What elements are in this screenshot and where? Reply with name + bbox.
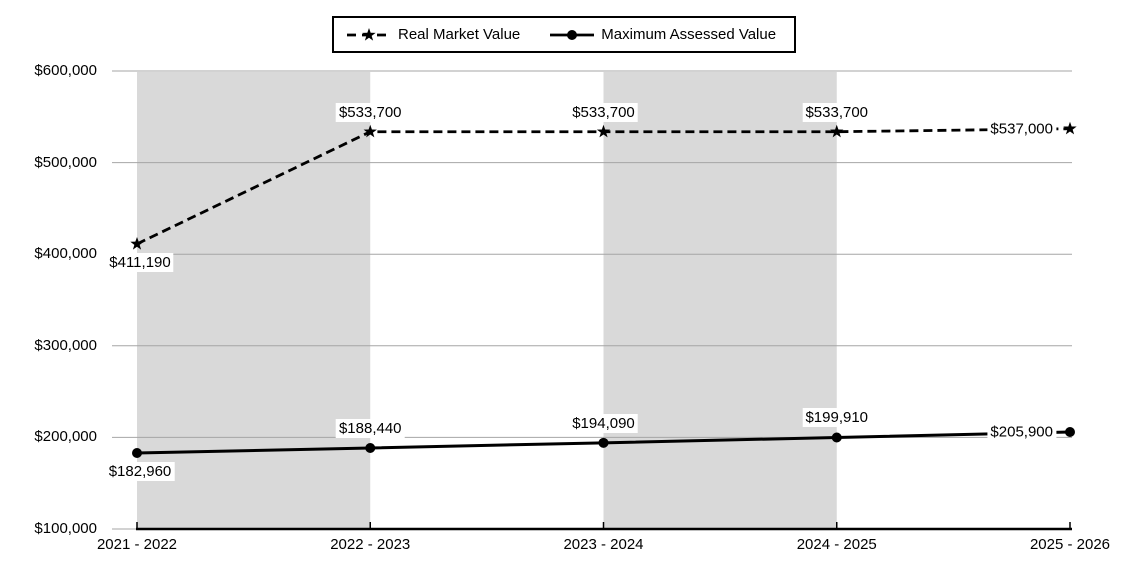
plot-band: [603, 72, 837, 529]
legend-item-maximum-assessed-value: Maximum Assessed Value: [550, 26, 776, 43]
circle-marker: [1065, 426, 1075, 437]
circle-marker: [598, 437, 609, 448]
star-marker: [363, 124, 377, 138]
star-marker: [596, 124, 611, 138]
plot-band: [137, 72, 371, 529]
dashed-line-star-marker-icon: [347, 27, 391, 43]
circle-marker: [365, 442, 376, 453]
star-marker: [830, 124, 844, 138]
star-marker: [130, 236, 144, 250]
star-marker: [1063, 121, 1077, 135]
legend-item-real-market-value: Real Market Value: [347, 26, 520, 43]
circle-marker: [831, 432, 842, 443]
circle-marker: [132, 448, 142, 459]
legend-item-label: Maximum Assessed Value: [601, 26, 777, 43]
legend: Real Market Value Maximum Assessed Value: [332, 16, 796, 53]
solid-line-circle-marker-icon: [550, 27, 595, 43]
legend-item-label: Real Market Value: [398, 26, 521, 43]
